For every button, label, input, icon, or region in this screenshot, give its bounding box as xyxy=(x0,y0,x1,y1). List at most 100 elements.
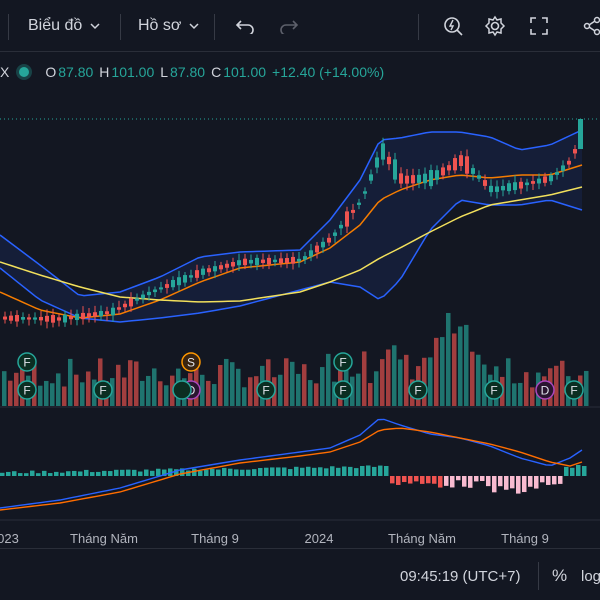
macd-hist-bar xyxy=(432,476,437,484)
candle-body xyxy=(237,260,241,266)
macd-hist-bar xyxy=(396,476,401,485)
candle-body xyxy=(351,209,355,213)
macd-hist-bar xyxy=(498,476,503,487)
candle-body xyxy=(339,224,343,229)
alert-icon[interactable] xyxy=(440,13,466,39)
candle-body xyxy=(285,258,289,263)
candle-body xyxy=(69,316,73,320)
candle-body xyxy=(561,165,565,171)
macd-hist-bar xyxy=(492,476,497,493)
macd-hist-bar xyxy=(216,469,221,476)
candle-body xyxy=(507,183,511,192)
macd-hist-bar xyxy=(552,476,557,485)
chevron-down-icon xyxy=(90,17,100,35)
low-value: 87.80 xyxy=(170,64,206,80)
candle-body xyxy=(111,307,115,316)
macd-hist-bar xyxy=(438,476,443,488)
signal-marker xyxy=(17,352,37,372)
volume-bar xyxy=(230,362,235,406)
signal-marker-label: F xyxy=(23,356,30,370)
candle-body xyxy=(81,312,85,320)
candle-body xyxy=(477,175,481,179)
macd-hist-bar xyxy=(282,467,287,476)
macd-hist-bar xyxy=(540,476,545,483)
volume-bar xyxy=(2,371,7,406)
candle-body xyxy=(75,313,79,321)
x-axis-tick-label: Tháng 9 xyxy=(501,531,549,546)
volume-bar xyxy=(44,380,49,406)
share-icon[interactable] xyxy=(580,13,600,39)
macd-hist-bar xyxy=(486,476,491,487)
volume-bar xyxy=(584,370,589,406)
candle-body xyxy=(123,303,127,308)
candle-body xyxy=(15,315,19,322)
log-scale-toggle[interactable]: log xyxy=(581,568,600,585)
x-axis-tick-label: Tháng Năm xyxy=(70,531,138,546)
volume-bar xyxy=(560,360,565,406)
macd-hist-bar xyxy=(372,466,377,476)
macd-hist-bar xyxy=(228,468,233,476)
volume-bar xyxy=(236,368,241,406)
candle-body xyxy=(45,315,49,322)
volume-bar xyxy=(218,365,223,406)
volume-bar xyxy=(362,351,367,406)
signal-marker-label: F xyxy=(339,356,346,370)
macd-hist-bar xyxy=(102,470,107,476)
macd-hist-bar xyxy=(234,469,239,476)
status-separator xyxy=(538,562,539,590)
fullscreen-icon[interactable] xyxy=(526,13,552,39)
volume-bar xyxy=(278,374,283,406)
macd-hist-bar xyxy=(78,471,83,476)
macd-hist-bar xyxy=(60,472,65,476)
volume-bar xyxy=(200,374,205,406)
macd-hist-bar xyxy=(444,476,449,486)
macd-hist-bar xyxy=(306,466,311,476)
candle-body xyxy=(219,265,223,270)
volume-bar xyxy=(302,364,307,406)
candle-body xyxy=(249,259,253,264)
volume-bar xyxy=(86,371,91,406)
volume-bar xyxy=(14,372,19,406)
macd-hist-bar xyxy=(54,471,59,476)
macd-hist-bar xyxy=(192,468,197,476)
candle-body xyxy=(399,173,403,184)
volume-bar xyxy=(380,359,385,406)
volume-bar xyxy=(80,382,85,406)
profile-menu[interactable]: Hồ sơ xyxy=(138,0,199,52)
volume-bar xyxy=(224,358,229,406)
macd-hist-bar xyxy=(312,467,317,476)
signal-marker-label: F xyxy=(570,384,577,398)
chart-type-menu[interactable]: Biểu đồ xyxy=(28,0,100,52)
toolbar-separator xyxy=(120,14,121,40)
candle-body xyxy=(513,182,517,191)
volume-bar xyxy=(56,373,61,406)
volume-bar xyxy=(170,375,175,406)
signal-marker-label: D xyxy=(541,384,550,398)
signal-marker-label: F xyxy=(490,384,497,398)
undo-icon[interactable] xyxy=(232,13,258,39)
candle-body xyxy=(531,181,535,184)
gear-icon[interactable] xyxy=(482,13,508,39)
volume-bar xyxy=(140,380,145,406)
volume-bar xyxy=(398,359,403,406)
volume-bar xyxy=(458,326,463,406)
candle-body xyxy=(453,158,457,171)
candle-body xyxy=(9,315,13,321)
candle-body xyxy=(387,156,391,165)
macd-hist-bar xyxy=(48,473,53,476)
candle-body xyxy=(171,279,175,288)
candle-body xyxy=(147,291,151,296)
candle-body xyxy=(21,317,25,320)
open-key: O xyxy=(45,64,57,80)
macd-hist-bar xyxy=(84,469,89,476)
candle-body xyxy=(435,170,439,180)
percent-scale-toggle[interactable]: % xyxy=(552,566,568,585)
redo-icon[interactable] xyxy=(276,13,302,39)
candle-body xyxy=(537,178,541,184)
volume-bar xyxy=(530,387,535,406)
macd-hist-bar xyxy=(534,476,539,489)
volume-bar xyxy=(422,357,427,406)
candle-body xyxy=(135,298,139,301)
candle-body xyxy=(159,287,163,290)
